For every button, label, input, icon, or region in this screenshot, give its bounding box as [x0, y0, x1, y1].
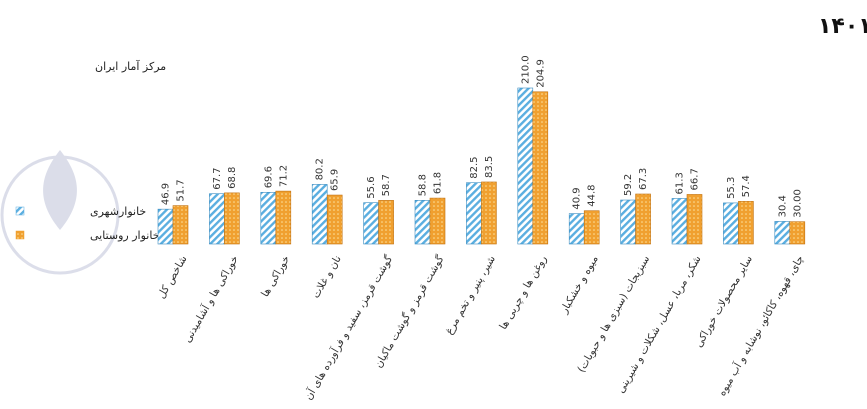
value-label: 51.7: [176, 179, 187, 201]
x-tick-label: خوراکی ها: [259, 254, 292, 300]
bar: [686, 194, 703, 245]
bar: [378, 200, 394, 245]
x-tick-label: خوراکی ها و آشامیدنی: [181, 253, 241, 345]
value-label: 69.6: [263, 166, 274, 188]
x-tick-label: شکر، مربا، عسل، شکلات و شیرینی: [615, 254, 704, 396]
value-label: 58.8: [418, 174, 429, 196]
value-label: 68.8: [227, 167, 238, 189]
bar: [326, 194, 343, 245]
value-label: 66.7: [690, 168, 701, 190]
bar: [583, 210, 600, 245]
value-label: 55.6: [366, 176, 377, 198]
bar: [789, 221, 806, 245]
bar: [260, 191, 277, 245]
bar: [774, 221, 791, 245]
value-label: 61.3: [675, 172, 686, 194]
value-label: 40.9: [572, 187, 583, 209]
value-label: 67.7: [212, 167, 223, 189]
value-label: 30.4: [777, 195, 788, 217]
bar: [363, 202, 379, 245]
x-tick-label: سایر محصولات خوراکی: [693, 254, 755, 350]
bar: [620, 199, 636, 245]
value-label: 30.00: [792, 189, 803, 218]
bar: [224, 192, 240, 245]
bar: [209, 193, 225, 245]
bar: [481, 181, 497, 245]
bar: [414, 200, 431, 245]
bar: [738, 201, 754, 245]
value-label: 80.2: [315, 158, 326, 180]
bar: [172, 205, 189, 245]
x-tick-label: گوشت قرمز، سفید و فرآورده های آن: [302, 253, 396, 402]
legend-label: خانوارشهری: [90, 205, 146, 218]
bar: [466, 182, 482, 245]
legend-label: خانوار روستایی: [90, 229, 160, 242]
value-label: 44.8: [587, 184, 598, 206]
bar: [723, 202, 739, 245]
bar: [568, 213, 585, 245]
x-tick-label: شیر، پنیر و تخم مرغ: [443, 254, 498, 337]
value-label: 46.9: [161, 183, 172, 205]
bar: [311, 184, 328, 245]
bar: [517, 87, 534, 245]
x-tick-label: میوه و خشکبار: [558, 254, 601, 317]
x-tick-label: روغن ها و چربی ها: [497, 254, 549, 332]
value-label: 55.3: [726, 177, 737, 199]
value-label: 57.4: [741, 175, 752, 197]
chart-subtitle: مرکز آمار ایران: [95, 59, 166, 73]
value-label: 61.8: [433, 172, 444, 194]
legend-swatch: [15, 206, 25, 216]
value-label: 83.5: [484, 156, 495, 178]
value-label: 71.2: [278, 165, 289, 187]
legend-swatch: [15, 230, 25, 240]
x-tick-label: چای، قهوه، کاکائو، نوشابه و آب میوه: [715, 253, 806, 398]
legend: خانوارشهری خانوار روستایی: [15, 205, 160, 242]
bar: [635, 193, 651, 245]
x-tick-label: شاخص کل: [155, 254, 189, 301]
value-label: 82.5: [469, 156, 480, 178]
value-label: 58.7: [381, 174, 392, 196]
logo-watermark: [0, 150, 120, 275]
value-label: 67.3: [638, 168, 649, 190]
bar: [429, 197, 446, 245]
bar: [157, 208, 174, 245]
chart-title: تورم سالیانه گروه خوراکی ها و آشامیدنی ه…: [818, 11, 867, 39]
value-label: 210.0: [520, 55, 531, 84]
value-label: 59.2: [623, 174, 634, 196]
x-tick-label: نان و غلات: [310, 254, 344, 301]
value-label: 65.9: [330, 169, 341, 191]
bar: [671, 198, 688, 245]
bar: [275, 190, 292, 245]
value-label: 204.9: [535, 59, 546, 88]
bar: [532, 91, 549, 245]
